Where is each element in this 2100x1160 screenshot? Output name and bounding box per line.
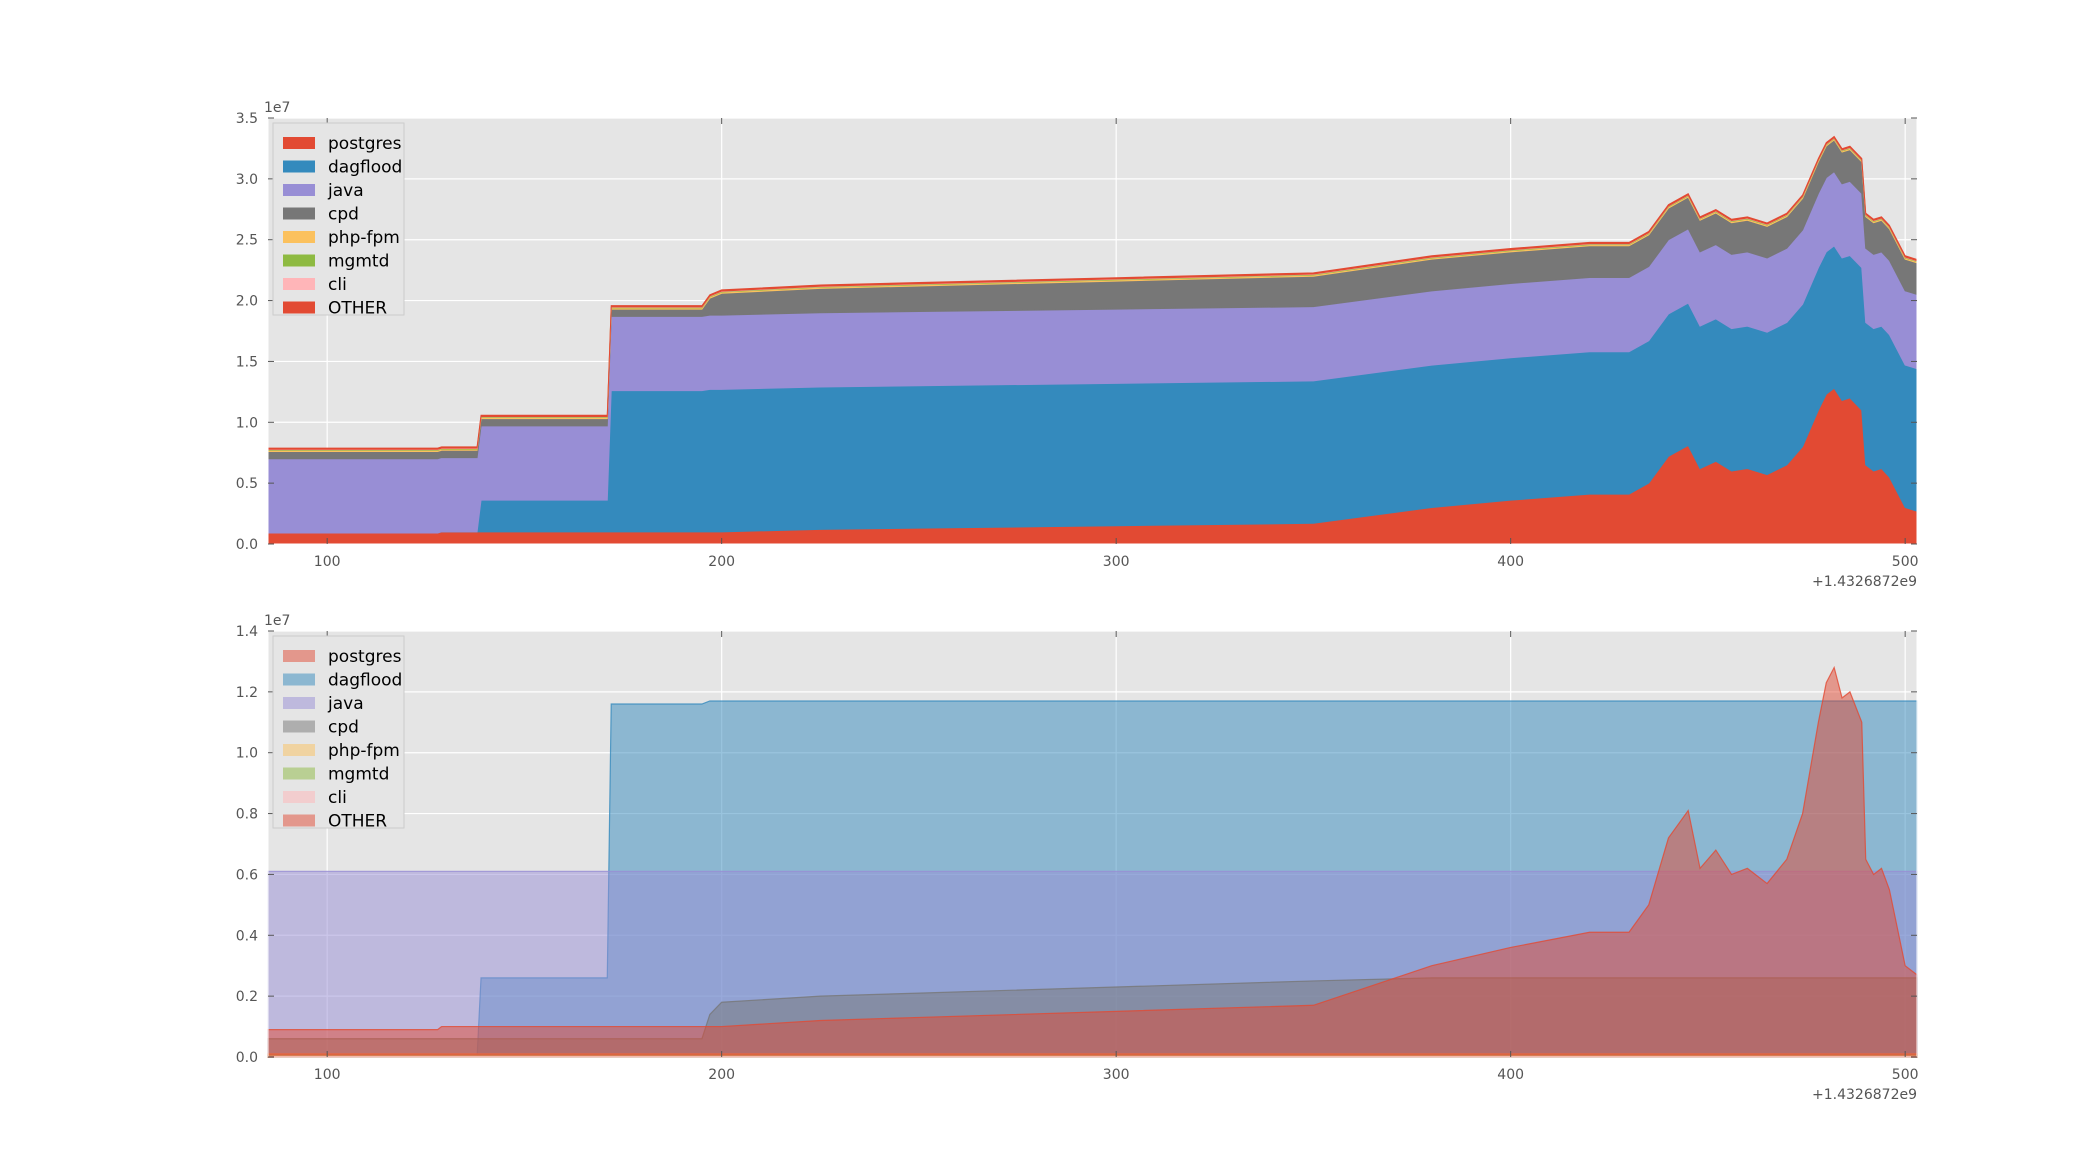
x-tick-label: 100: [314, 1067, 341, 1083]
legend-swatch-php-fpm: [283, 231, 315, 243]
x-tick-label: 300: [1103, 1067, 1130, 1083]
legend-swatch-dagflood: [283, 673, 315, 686]
y-tick-label: 1.0: [236, 746, 258, 762]
y-tick-label: 0.5: [236, 476, 258, 492]
legend-label-cli: cli: [328, 788, 347, 808]
x-offset-label: +1.4326872e9: [1812, 1087, 1917, 1103]
y-tick-label: 0.6: [236, 867, 258, 883]
y-tick-label: 3.5: [236, 111, 258, 127]
legend-swatch-cli: [283, 791, 315, 803]
y-scale-label: 1e7: [264, 613, 290, 629]
ticks: 100 200 300 400 500 0.0 0.2 0.4 0.6 0.8 1.0 1.2 1.4: [236, 624, 1919, 1083]
legend-label-cpd: cpd: [328, 205, 359, 225]
y-tick-label: 0.0: [236, 537, 258, 553]
legend-label-dagflood: dagflood: [328, 158, 402, 178]
axes-frame: [267, 630, 1918, 1058]
y-tick-label: 2.5: [236, 233, 258, 249]
x-tick-label: 200: [708, 554, 735, 570]
legend-swatch-cpd: [283, 720, 315, 733]
legend-label-other: OTHER: [328, 299, 387, 319]
legend: postgres dagflood java cpd php-fpm mgmtd cli OT…: [272, 635, 405, 832]
legend-label-java: java: [327, 181, 364, 201]
legend-label-dagflood: dagflood: [328, 671, 402, 691]
legend-swatch-postgres: [283, 137, 315, 149]
legend-label-postgres: postgres: [328, 647, 402, 667]
legend-label-other: OTHER: [328, 812, 387, 832]
legend-label-java: java: [327, 694, 364, 714]
legend-swatch-java: [283, 184, 315, 196]
legend-swatch-other: [283, 814, 315, 827]
y-tick-label: 1.5: [236, 354, 258, 370]
y-tick-label: 3.0: [236, 172, 258, 188]
y-tick-label: 0.2: [236, 989, 258, 1005]
legend-swatch-cpd: [283, 207, 315, 220]
y-tick-label: 1.4: [236, 624, 258, 640]
ticks: 100 200 300 400 500 0.0 0.5 1.0 1.5 2.0 2.5 3.0 3.5: [236, 111, 1919, 570]
series-areas: [267, 665, 1918, 1058]
y-tick-label: 0.4: [236, 928, 258, 944]
legend-label-php-fpm: php-fpm: [328, 741, 400, 761]
legend-swatch-cli: [283, 278, 315, 290]
x-tick-label: 200: [708, 1067, 735, 1083]
legend-label-php-fpm: php-fpm: [328, 228, 400, 248]
x-tick-label: 400: [1497, 1067, 1524, 1083]
legend-swatch-postgres: [283, 650, 315, 662]
y-scale-label: 1e7: [264, 100, 290, 116]
y-tick-label: 0.8: [236, 807, 258, 823]
x-tick-label: 300: [1103, 554, 1130, 570]
x-tick-label: 100: [314, 554, 341, 570]
axes-frame: [267, 117, 1918, 545]
legend-swatch-php-fpm: [283, 744, 315, 756]
legend-label-postgres: postgres: [328, 134, 402, 154]
x-tick-label: 500: [1892, 554, 1919, 570]
legend-label-cli: cli: [328, 275, 347, 295]
legend-swatch-mgmtd: [283, 254, 315, 267]
legend-swatch-mgmtd: [283, 767, 315, 780]
y-tick-label: 1.0: [236, 415, 258, 431]
legend-label-mgmtd: mgmtd: [328, 252, 389, 272]
y-tick-label: 1.2: [236, 685, 258, 701]
legend-label-mgmtd: mgmtd: [328, 765, 389, 785]
area-other: [267, 1053, 1918, 1058]
legend: postgres dagflood java cpd php-fpm mgmtd cli OT…: [272, 122, 405, 319]
legend-swatch-java: [283, 697, 315, 709]
overlaid-area-chart: 100 200 300 400 5000.00.20.40.60.81.01.21.41…: [236, 613, 1919, 1103]
legend-label-cpd: cpd: [328, 718, 359, 738]
y-tick-label: 0.0: [236, 1050, 258, 1066]
x-tick-label: 500: [1892, 1067, 1919, 1083]
legend-swatch-dagflood: [283, 160, 315, 173]
x-tick-label: 400: [1497, 554, 1524, 570]
x-offset-label: +1.4326872e9: [1812, 574, 1917, 590]
area-postgres: [267, 665, 1918, 1058]
y-tick-label: 2.0: [236, 294, 258, 310]
stacked-area-chart: 100 200 300 400 5000.00.51.01.52.02.53.03.51…: [236, 100, 1919, 590]
legend-swatch-other: [283, 301, 315, 314]
